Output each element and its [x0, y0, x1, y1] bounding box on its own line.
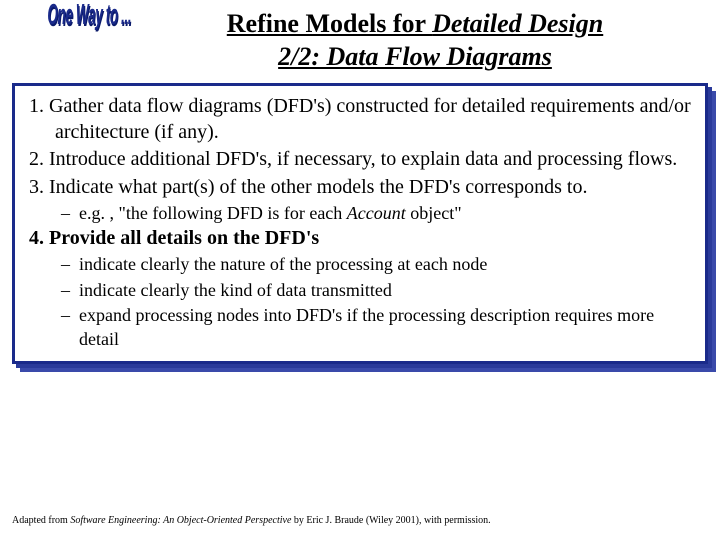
- list-item-1: 1. Gather data flow diagrams (DFD's) con…: [29, 94, 691, 145]
- sub-4c-text: expand processing nodes into DFD's if th…: [79, 305, 654, 348]
- footer-citation: Adapted from Software Engineering: An Ob…: [12, 515, 491, 526]
- content-box: 1. Gather data flow diagrams (DFD's) con…: [12, 83, 708, 364]
- sub-item-3a: –e.g. , "the following DFD is for each A…: [29, 202, 691, 225]
- title-line2: 2/2: Data Flow Diagrams: [278, 42, 552, 71]
- list-item-3: 3. Indicate what part(s) of the other mo…: [29, 175, 691, 201]
- dash-icon: –: [61, 202, 79, 225]
- footer-book: Software Engineering: An Object-Oriented…: [70, 515, 291, 526]
- title-area: One Way to ... Refine Models for Detaile…: [0, 0, 720, 83]
- footer-post: by Eric J. Braude (Wiley 2001), with per…: [291, 515, 490, 526]
- wordart-one-way-to: One Way to ...: [47, 4, 131, 30]
- sub-item-4b: –indicate clearly the kind of data trans…: [29, 279, 691, 302]
- list-item-2: 2. Introduce additional DFD's, if necess…: [29, 147, 691, 173]
- title-line1-plain: Refine Models for: [227, 9, 432, 38]
- sub-4b-text: indicate clearly the kind of data transm…: [79, 280, 392, 300]
- dash-icon: –: [61, 304, 79, 327]
- sub-3a-pre: e.g. , "the following DFD is for each: [79, 203, 347, 223]
- footer-pre: Adapted from: [12, 515, 70, 526]
- dash-icon: –: [61, 279, 79, 302]
- sub-item-4c: –expand processing nodes into DFD's if t…: [29, 304, 691, 351]
- dash-icon: –: [61, 253, 79, 276]
- sub-3a-post: object": [406, 203, 462, 223]
- sub-4a-text: indicate clearly the nature of the proce…: [79, 254, 487, 274]
- sub-3a-em: Account: [347, 203, 406, 223]
- title-line1-italic: Detailed Design: [432, 9, 603, 38]
- wordart-text: One Way to ...: [47, 4, 131, 30]
- list-item-4: 4. Provide all details on the DFD's: [29, 226, 691, 252]
- sub-item-4a: –indicate clearly the nature of the proc…: [29, 253, 691, 276]
